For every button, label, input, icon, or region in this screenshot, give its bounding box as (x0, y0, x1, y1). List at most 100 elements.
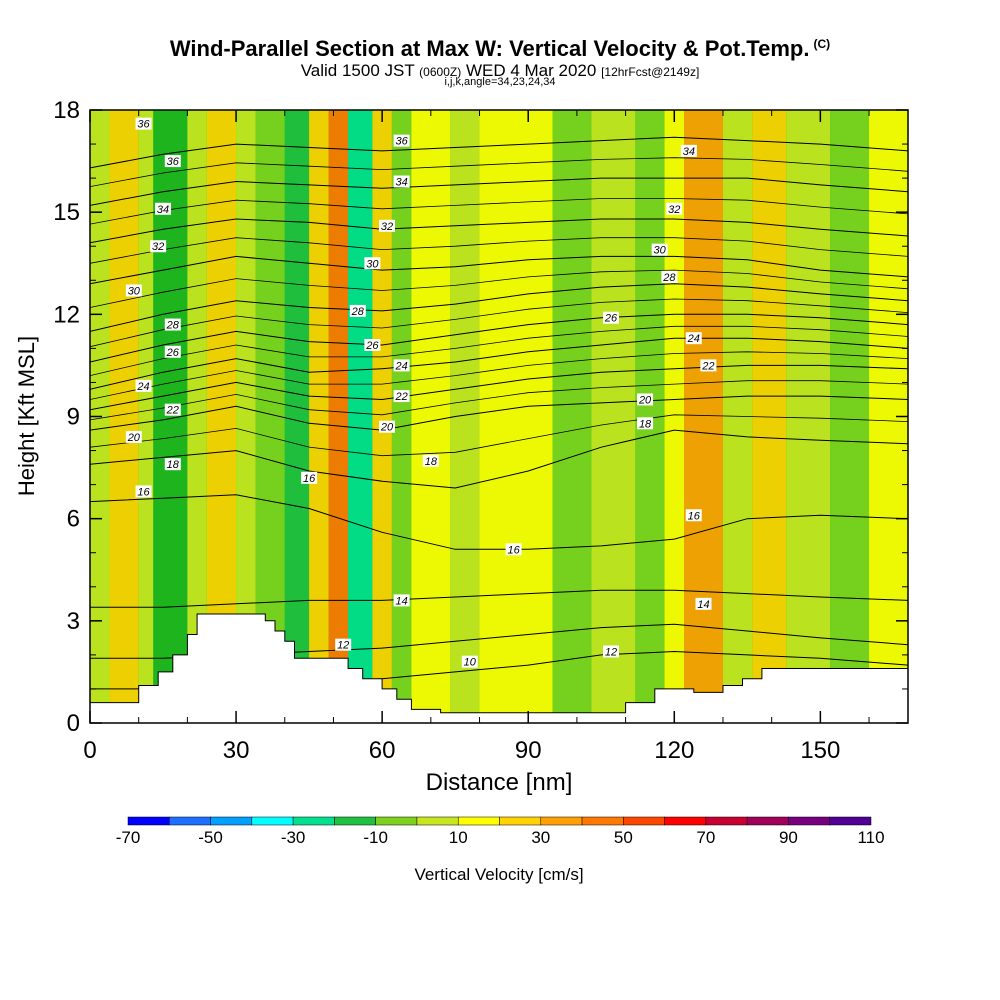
contour-label-box (393, 134, 410, 147)
colorbar-tick-label: -50 (198, 828, 223, 847)
contour-line (90, 237, 908, 264)
y-tick-label: 12 (53, 301, 80, 328)
contour-label: 24 (394, 360, 407, 372)
contour-label: 26 (166, 347, 180, 359)
colorbar-swatch (375, 816, 418, 826)
title-text: Wind-Parallel Section at Max W: Vertical… (169, 36, 810, 61)
contour-label-box (379, 420, 396, 433)
contour-label-box (164, 318, 181, 331)
contour-label-box (135, 117, 152, 130)
x-tick-label: 150 (800, 737, 840, 764)
colorbar-swatch (416, 816, 459, 826)
contour-label-box (125, 284, 142, 297)
velocity-band (138, 110, 154, 723)
contour-label-box (164, 403, 181, 416)
colorbar-swatch (829, 816, 872, 826)
contour-label: 22 (701, 360, 714, 372)
y-tick-label: 15 (53, 199, 80, 226)
contour-label-box (422, 454, 439, 467)
contour-label-box (135, 379, 152, 392)
contour-label: 20 (127, 432, 141, 444)
y-tick-label: 6 (67, 506, 80, 533)
contour-label: 28 (351, 306, 365, 318)
contour-label-box (680, 144, 697, 157)
velocity-band (372, 110, 392, 723)
colorbar-swatch (127, 816, 170, 826)
contour-label-box (661, 270, 678, 283)
colorbar-swatch (210, 816, 253, 826)
contour-line (90, 494, 908, 550)
colorbar-swatch (334, 816, 376, 826)
contour-label-box (695, 597, 712, 610)
contour-label: 30 (128, 285, 141, 297)
chart-title: Wind-Parallel Section at Max W: Vertical… (0, 36, 1000, 62)
colorbar-tick-label: 90 (779, 828, 798, 847)
y-tick-label: 3 (67, 608, 80, 635)
contour-line (90, 157, 908, 187)
x-tick-label: 30 (223, 737, 250, 764)
contour-label: 16 (137, 486, 150, 498)
contour-label-box (602, 311, 619, 324)
colorbar-swatch (499, 816, 542, 826)
velocity-band (109, 110, 139, 723)
contour-label: 20 (380, 422, 394, 434)
contour-label-box (164, 458, 181, 471)
contour-line (90, 218, 908, 244)
contour-label-box (461, 655, 478, 668)
velocity-band (284, 110, 310, 723)
contour-label: 18 (639, 418, 652, 430)
subtitle-date: WED 4 Mar 2020 (465, 61, 597, 80)
terrain-profile (90, 613, 908, 723)
subtitle-forecast: [12hrFcst@2149z] (601, 65, 700, 79)
velocity-band (552, 110, 592, 723)
contour-label: 10 (464, 657, 477, 669)
contour-label: 14 (395, 595, 407, 607)
contour-label: 16 (507, 544, 520, 556)
contour-label-box (700, 359, 717, 372)
colorbar-swatch (705, 816, 748, 826)
potential-temperature-contours (90, 136, 908, 690)
contour-label-box (164, 345, 181, 358)
contour-label-box (637, 393, 654, 406)
colorbar-swatch (746, 816, 789, 826)
contour-label-box (335, 638, 352, 651)
x-axis-label: Distance [nm] (426, 769, 573, 796)
contour-line (90, 364, 908, 411)
contour-line (90, 198, 908, 225)
contour-line (90, 395, 908, 431)
contour-label: 18 (425, 456, 438, 468)
contour-line (90, 298, 908, 348)
y-tick-label: 18 (53, 97, 80, 124)
velocity-band (411, 110, 451, 723)
colorbar-swatch (169, 816, 211, 826)
chart-indices: i,j,k,angle=34,23,24,34 (444, 76, 556, 88)
contour-label: 36 (395, 136, 408, 148)
chart-subtitle: Valid 1500 JST (0600Z) WED 4 Mar 2020 [1… (0, 61, 1000, 81)
velocity-band (328, 110, 349, 723)
contour-label: 18 (167, 459, 180, 471)
contour-label-box (393, 175, 410, 188)
contour-line (90, 283, 908, 332)
contour-label-box (685, 509, 702, 522)
contour-label-box (637, 417, 654, 430)
colorbar-tick-label: 70 (696, 828, 715, 847)
contour-line (90, 269, 908, 308)
contour-label: 36 (167, 156, 180, 168)
contour-label: 34 (683, 146, 695, 158)
contour-label: 30 (366, 258, 379, 270)
colorbar-tick-label: 110 (857, 828, 884, 847)
velocity-band (236, 110, 256, 723)
contour-label-box (602, 645, 619, 658)
contour-label: 16 (303, 473, 316, 485)
contour-label-box (393, 359, 410, 372)
contour-label-box (666, 202, 683, 215)
colorbar-swatch (664, 816, 707, 826)
y-axis-label: Height [Kft MSL] (14, 336, 39, 496)
contour-label-box (135, 485, 152, 498)
velocity-band (391, 110, 412, 723)
velocity-band (591, 110, 636, 723)
velocity-band (309, 110, 329, 723)
contour-label: 12 (605, 646, 617, 658)
velocity-band (479, 110, 553, 723)
